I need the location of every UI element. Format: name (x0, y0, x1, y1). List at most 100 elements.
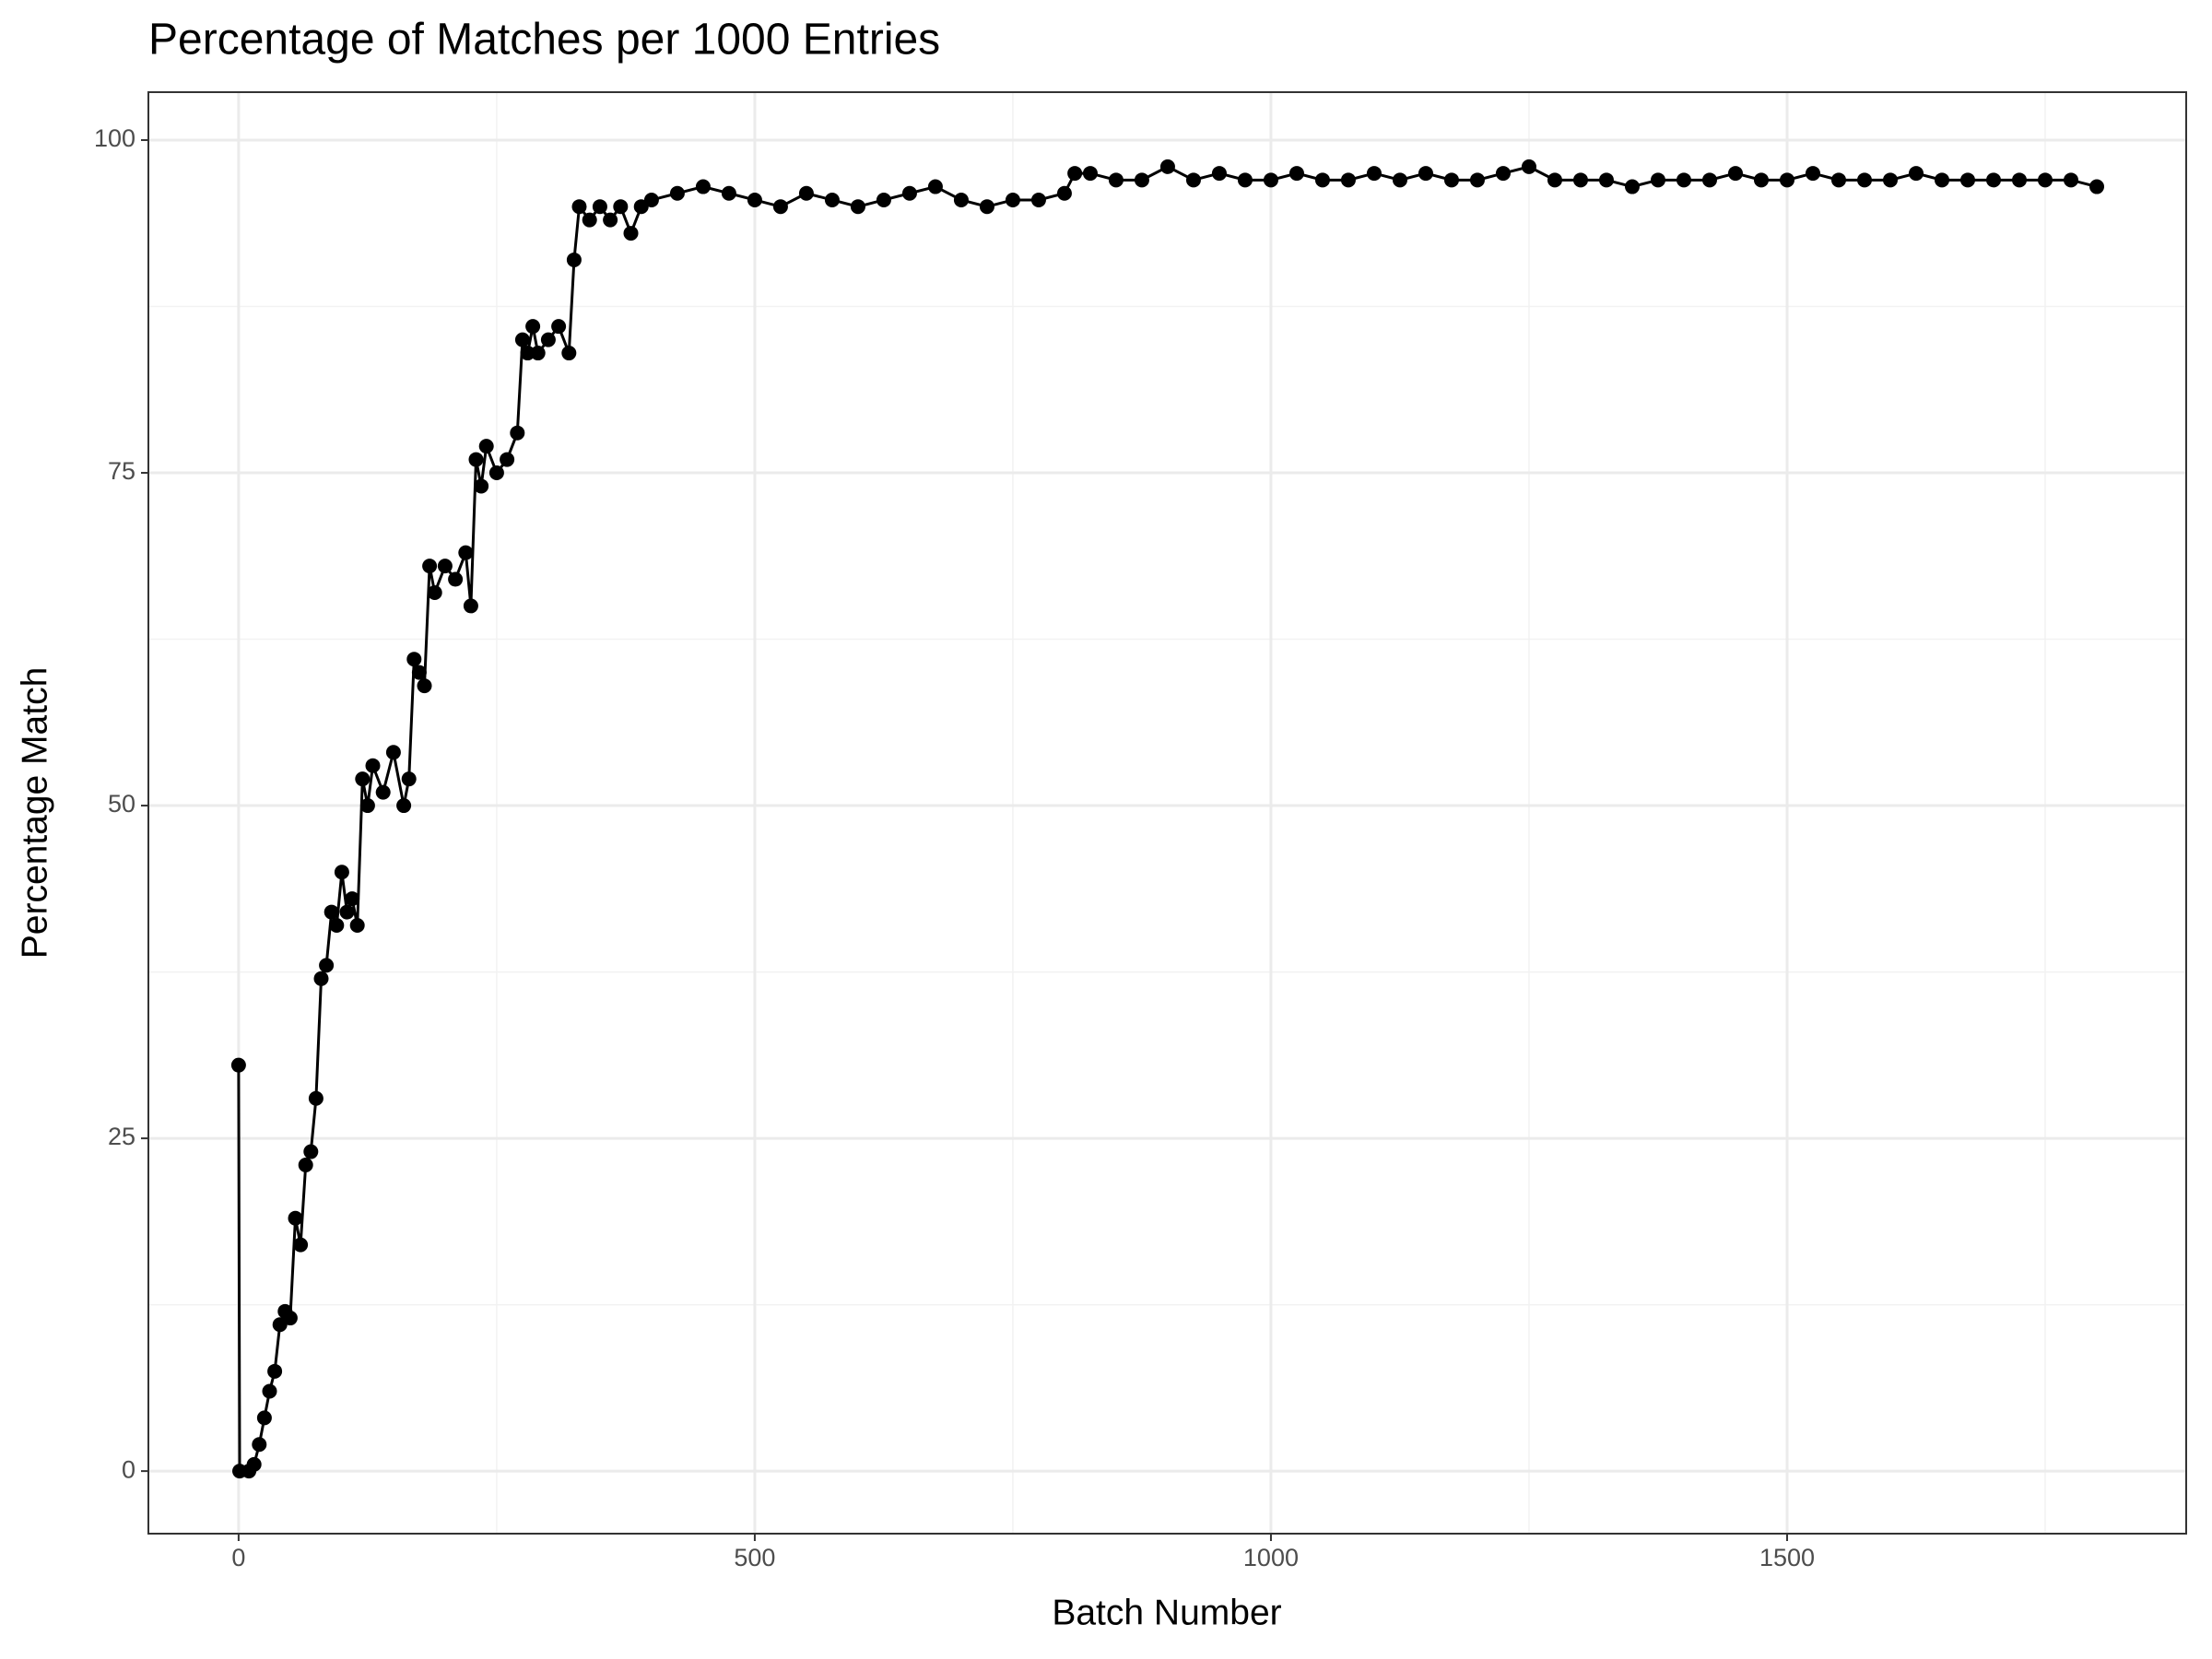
y-tick-label: 75 (108, 457, 135, 485)
plot-border (147, 91, 2187, 1535)
data-point (850, 199, 865, 215)
data-point (1779, 172, 1794, 188)
data-point (1521, 159, 1536, 174)
data-point (458, 545, 474, 560)
chart-title: Percentage of Matches per 1000 Entries (148, 16, 940, 65)
data-point (643, 192, 659, 207)
data-point (478, 439, 494, 454)
data-point (411, 665, 427, 680)
data-point (1392, 172, 1407, 188)
data-point (979, 199, 994, 215)
data-point (551, 319, 567, 335)
data-point (463, 598, 478, 614)
data-point (355, 771, 371, 787)
data-point (2089, 179, 2105, 194)
data-point (349, 918, 365, 934)
data-point (1185, 172, 1201, 188)
data-point (1340, 172, 1356, 188)
y-axis-title: Percentage Match (15, 667, 54, 959)
data-point (319, 958, 335, 973)
data-point (2037, 172, 2053, 188)
data-point (488, 465, 504, 481)
data-point (1211, 166, 1227, 182)
data-point (1067, 166, 1083, 182)
data-point (308, 1090, 324, 1106)
data-point (824, 192, 840, 207)
data-point (571, 199, 587, 215)
data-point (1959, 172, 1975, 188)
data-point (525, 319, 541, 335)
data-point (262, 1383, 277, 1399)
data-point (396, 798, 412, 814)
data-point (1159, 159, 1175, 174)
data-point (230, 1057, 246, 1073)
data-point (510, 425, 525, 441)
data-point (437, 559, 453, 574)
data-point (1263, 172, 1278, 188)
data-point (566, 252, 582, 267)
data-point (1005, 192, 1020, 207)
data-point (530, 346, 546, 361)
data-point (468, 452, 484, 467)
data-point (1082, 166, 1098, 182)
data-point (1701, 172, 1717, 188)
data-point (427, 584, 442, 600)
data-point (1753, 172, 1769, 188)
data-point (293, 1237, 309, 1253)
data-point (623, 226, 639, 241)
data-point (365, 758, 381, 773)
data-point (375, 784, 391, 800)
data-point (772, 199, 788, 215)
data-point (1624, 179, 1640, 194)
data-point (1237, 172, 1253, 188)
data-point (721, 185, 736, 201)
x-axis-title: Batch Number (1052, 1593, 1281, 1632)
data-point (1572, 172, 1588, 188)
data-point (303, 1144, 319, 1159)
data-point (288, 1210, 303, 1226)
data-point (1469, 172, 1485, 188)
data-point (2011, 172, 2027, 188)
data-point (1495, 166, 1511, 182)
data-point (345, 891, 360, 907)
data-point (1288, 166, 1304, 182)
data-point (313, 971, 329, 986)
data-point (1030, 192, 1046, 207)
data-point (1598, 172, 1614, 188)
data-point (876, 192, 891, 207)
data-point (334, 865, 349, 880)
data-point (474, 478, 489, 494)
data-point (1676, 172, 1691, 188)
data-point (1985, 172, 2001, 188)
data-point (282, 1311, 298, 1326)
data-point (267, 1363, 283, 1379)
data-point (1650, 172, 1665, 188)
data-point (1108, 172, 1124, 188)
data-point (359, 798, 375, 814)
data-point (339, 904, 355, 920)
data-point (1830, 172, 1846, 188)
data-point (385, 745, 401, 760)
data-point (329, 918, 345, 934)
data-point (927, 179, 943, 194)
data-point (669, 185, 685, 201)
data-point (520, 346, 535, 361)
data-point (1314, 172, 1330, 188)
data-point (1908, 166, 1924, 182)
data-line (237, 165, 2098, 1473)
data-point (1056, 185, 1072, 201)
data-point (401, 771, 417, 787)
data-point (1882, 172, 1898, 188)
data-point (540, 332, 556, 347)
y-tick-label: 50 (108, 790, 135, 818)
data-point (514, 332, 530, 347)
y-tick-label: 25 (108, 1123, 135, 1150)
data-point (561, 346, 577, 361)
data-point (2064, 172, 2079, 188)
x-tick-label: 1000 (1243, 1544, 1299, 1571)
x-tick-label: 500 (734, 1544, 775, 1571)
data-point (417, 678, 432, 694)
data-point (901, 185, 917, 201)
